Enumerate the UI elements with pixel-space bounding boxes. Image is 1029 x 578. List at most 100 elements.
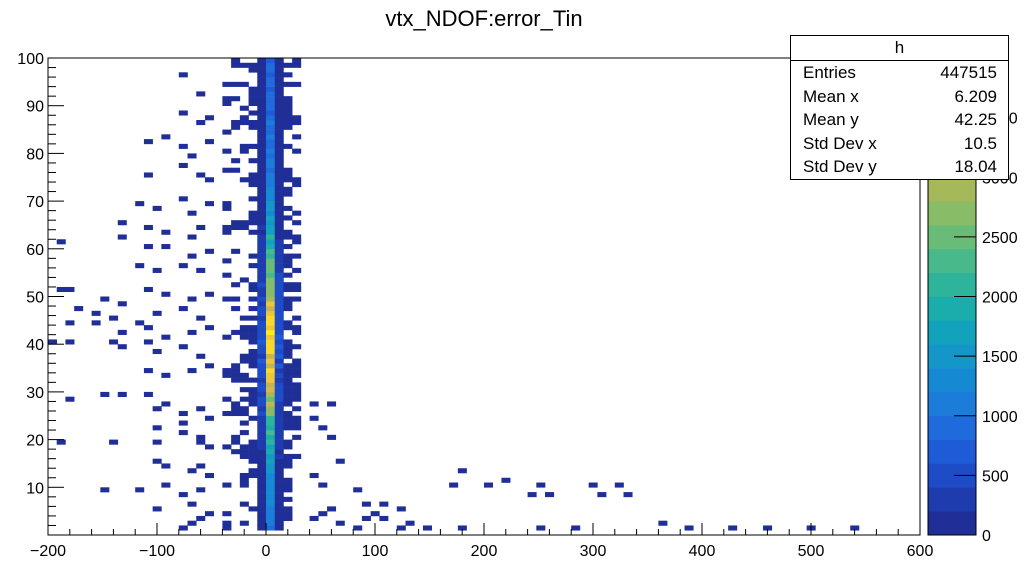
heatmap-bin xyxy=(292,406,302,412)
heatmap-bin xyxy=(248,96,258,102)
heatmap-bin xyxy=(248,306,258,312)
heatmap-bin xyxy=(283,143,293,149)
heatmap-bin xyxy=(274,396,284,402)
heatmap-bin xyxy=(266,224,276,231)
heatmap-bin xyxy=(196,267,206,273)
heatmap-bin xyxy=(545,492,555,498)
heatmap-bin xyxy=(196,120,206,126)
heatmap-bin xyxy=(239,501,249,507)
heatmap-bin xyxy=(222,511,232,517)
heatmap-bin xyxy=(274,501,284,507)
heatmap-bin xyxy=(614,482,624,488)
heatmap-bin xyxy=(239,62,249,68)
heatmap-bin xyxy=(327,434,337,440)
heatmap-bin xyxy=(266,62,276,68)
heatmap-bin xyxy=(274,334,284,340)
heatmap-bin xyxy=(257,325,267,331)
heatmap-bin xyxy=(257,201,267,207)
heatmap-bin xyxy=(257,472,267,479)
heatmap-bin xyxy=(266,506,276,512)
heatmap-bin xyxy=(248,444,258,450)
heatmap-bin xyxy=(292,329,302,335)
heatmap-bin xyxy=(257,453,267,459)
heatmap-bin xyxy=(283,339,293,345)
heatmap-bin xyxy=(257,248,267,254)
heatmap-bin xyxy=(248,506,258,512)
heatmap-bin xyxy=(274,182,284,188)
heatmap-bin xyxy=(231,368,241,374)
heatmap-bin xyxy=(274,129,284,135)
heatmap-bin xyxy=(257,105,267,111)
heatmap-bin xyxy=(266,472,276,479)
heatmap-bin xyxy=(274,458,284,464)
heatmap-bin xyxy=(274,425,284,431)
heatmap-bin xyxy=(266,306,276,312)
heatmap-bin xyxy=(257,177,267,183)
heatmap-bin xyxy=(274,201,284,207)
heatmap-bin xyxy=(292,267,302,273)
heatmap-bin xyxy=(274,91,284,97)
heatmap-bin xyxy=(248,339,258,345)
heatmap-bin xyxy=(187,210,197,216)
heatmap-bin xyxy=(248,458,258,464)
heatmap-bin xyxy=(266,320,276,326)
heatmap-bin xyxy=(248,220,258,226)
heatmap-bin xyxy=(257,196,267,202)
heatmap-bin xyxy=(143,368,153,374)
heatmap-bin xyxy=(266,520,276,526)
heatmap-bin xyxy=(335,458,345,464)
heatmap-bin xyxy=(361,515,371,521)
heatmap-bin xyxy=(187,253,197,259)
heatmap-bin xyxy=(266,401,276,407)
heatmap-bin xyxy=(204,177,214,183)
heatmap-bin xyxy=(178,344,188,350)
heatmap-bin xyxy=(266,244,276,250)
heatmap-bin xyxy=(274,439,284,445)
heatmap-bin xyxy=(283,511,293,517)
heatmap-bin xyxy=(283,306,293,312)
stats-value: 18.04 xyxy=(954,157,997,176)
heatmap-bin xyxy=(143,286,153,293)
heatmap-bin xyxy=(266,77,276,83)
heatmap-bin xyxy=(248,415,258,421)
heatmap-bin xyxy=(257,215,267,221)
heatmap-bin xyxy=(222,396,232,402)
heatmap-bin xyxy=(266,139,276,145)
heatmap-bin xyxy=(231,401,241,407)
heatmap-bin xyxy=(318,425,328,431)
heatmap-bin xyxy=(257,67,267,73)
heatmap-bin xyxy=(152,267,162,273)
heatmap-bin xyxy=(222,81,232,87)
colorbar-tick-label: 2500 xyxy=(982,230,1018,247)
heatmap-bin xyxy=(292,382,302,388)
heatmap-bin xyxy=(266,382,276,388)
heatmap-bin xyxy=(274,162,284,169)
heatmap-bin xyxy=(100,391,110,397)
heatmap-bin xyxy=(396,506,406,512)
heatmap-bin xyxy=(266,120,276,126)
heatmap-bin xyxy=(274,239,284,245)
heatmap-bin xyxy=(257,86,267,92)
heatmap-bin xyxy=(266,100,276,106)
heatmap-bin xyxy=(266,148,276,154)
heatmap-bin xyxy=(274,430,284,436)
y-tick-label: 100 xyxy=(17,51,44,68)
heatmap-bin xyxy=(850,525,860,531)
heatmap-bin xyxy=(274,444,284,450)
heatmap-bin xyxy=(274,468,284,474)
heatmap-bin xyxy=(161,244,171,250)
heatmap-bin xyxy=(204,511,214,517)
heatmap-bin xyxy=(292,387,302,393)
heatmap-bin xyxy=(274,344,284,350)
heatmap-bin xyxy=(248,449,258,455)
heatmap-bin xyxy=(266,406,276,412)
heatmap-bin xyxy=(257,220,267,226)
stats-row-std-dev-x: Std Dev x 10.5 xyxy=(791,132,1008,156)
heatmap-bin xyxy=(266,372,276,378)
heatmap-bin xyxy=(283,100,293,106)
heatmap-bin xyxy=(257,396,267,402)
heatmap-bin xyxy=(283,272,293,278)
heatmap-bin xyxy=(178,72,188,78)
heatmap-bin xyxy=(178,143,188,149)
heatmap-bin xyxy=(248,468,258,474)
